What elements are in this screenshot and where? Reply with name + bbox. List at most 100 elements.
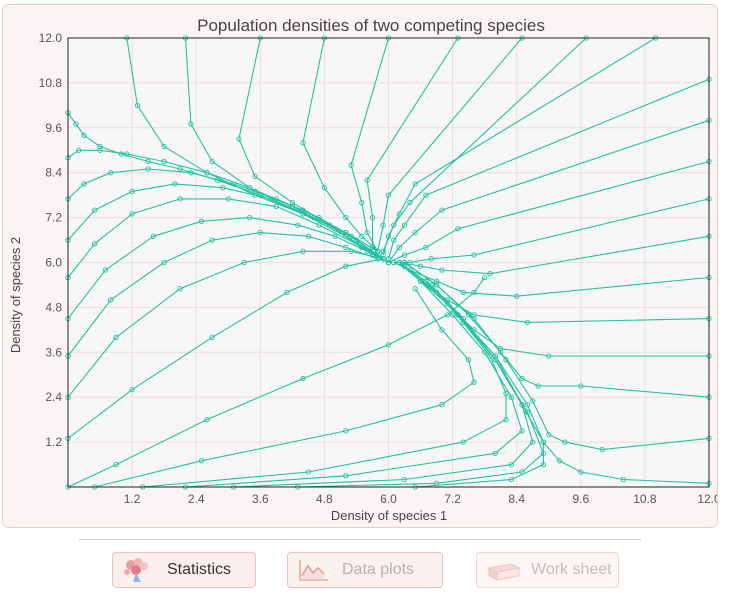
trajectory-line — [350, 37, 390, 252]
trajectory-point — [97, 147, 103, 153]
trajectory-point — [364, 248, 370, 254]
x-tick-label: 12.0 — [697, 492, 717, 506]
trajectory-point — [556, 458, 563, 464]
y-axis-label: Density of species 2 — [8, 237, 23, 353]
y-tick-label: 12.0 — [39, 31, 63, 45]
trajectory-point — [385, 256, 392, 262]
work-sheet-button[interactable]: Work sheet — [476, 552, 619, 588]
trajectory-point — [423, 278, 429, 284]
trajectory-point — [246, 214, 253, 221]
trajectory-point — [375, 256, 381, 262]
trajectory-point — [343, 244, 349, 251]
trajectory-point — [380, 256, 386, 262]
trajectory-point — [364, 177, 370, 183]
x-tick-label: 6.0 — [380, 492, 397, 506]
trajectory-point — [364, 229, 370, 236]
trajectory-point — [465, 357, 472, 363]
trajectory-point — [482, 274, 488, 281]
trajectory-point — [252, 192, 258, 198]
trajectory-point — [385, 342, 392, 348]
trajectory-point — [113, 461, 119, 468]
trajectory-point — [535, 383, 541, 389]
trajectory-line — [388, 119, 710, 263]
x-tick-label: 1.2 — [124, 492, 141, 506]
trajectory-point — [113, 334, 119, 340]
trajectory-point — [108, 170, 114, 176]
trajectory-point — [289, 199, 296, 206]
x-tick-label: 4.8 — [316, 492, 333, 506]
y-tick-label: 7.2 — [45, 211, 62, 225]
trajectory-point — [519, 402, 525, 408]
trajectory-point — [508, 461, 515, 468]
trajectory-point — [498, 345, 504, 352]
y-tick-label: 1.2 — [45, 435, 62, 449]
data-plots-button[interactable]: Data plots — [287, 552, 443, 588]
trajectory-line — [67, 277, 486, 488]
trajectory-point — [439, 402, 445, 408]
trajectory-point — [540, 461, 547, 468]
trajectory-point — [343, 473, 349, 479]
trajectory-point — [433, 278, 440, 284]
trajectory-point — [343, 214, 349, 221]
trajectory-point — [241, 259, 247, 266]
trajectory-point — [562, 439, 568, 445]
trajectory-point — [343, 229, 349, 236]
trajectory-point — [417, 263, 424, 269]
trajectory-point — [295, 222, 301, 228]
trajectory-point — [348, 233, 354, 239]
trajectory-point — [423, 244, 429, 251]
trajectory-point — [300, 248, 306, 254]
x-tick-label: 8.4 — [508, 492, 525, 506]
trajectory-line — [415, 280, 544, 488]
statistics-label: Statistics — [167, 561, 232, 578]
trajectory-point — [316, 222, 322, 228]
trajectory-point — [471, 289, 477, 296]
trajectory-point — [284, 289, 290, 296]
trajectory-point — [134, 102, 141, 109]
trajectory-point — [385, 192, 392, 198]
trajectory-point — [236, 136, 242, 142]
trajectory-point — [188, 170, 194, 176]
trajectory-line — [387, 78, 710, 259]
trajectory-point — [92, 207, 98, 213]
trajectory-point — [300, 211, 306, 217]
trajectory-point — [145, 158, 151, 165]
trajectory-point — [73, 121, 79, 127]
trajectory-line — [67, 250, 384, 398]
y-tick-label: 2.4 — [45, 390, 62, 404]
trajectory-point — [391, 237, 397, 243]
y-tick-label: 10.8 — [39, 76, 63, 90]
x-axis-label: Density of species 1 — [331, 508, 447, 523]
y-tick-label: 8.4 — [45, 166, 62, 180]
y-tick-label: 9.6 — [45, 121, 62, 135]
line-chart-icon — [294, 556, 334, 584]
trajectory-line — [67, 258, 384, 439]
trajectory-point — [492, 450, 498, 456]
trajectory-point — [460, 289, 466, 296]
trajectory-point — [380, 222, 386, 228]
trajectory-point — [81, 181, 87, 187]
trajectory-point — [177, 286, 183, 292]
trajectory-point — [465, 312, 472, 318]
trajectory-point — [76, 147, 82, 153]
trajectory-point — [439, 267, 445, 273]
trajectory-line — [67, 217, 389, 319]
trajectory-point — [150, 233, 157, 239]
worksheet-icon — [483, 556, 523, 584]
trajectory-point — [129, 188, 135, 195]
trajectory-point — [492, 353, 498, 359]
trajectory-point — [498, 349, 504, 355]
trajectory-point — [252, 188, 258, 195]
trajectory-point — [300, 140, 306, 146]
trajectory-point — [407, 259, 413, 266]
trajectory-point — [305, 233, 312, 239]
statistics-button[interactable]: Statistics — [112, 552, 256, 588]
trajectory-line — [302, 37, 379, 252]
data-plots-label: Data plots — [342, 561, 415, 578]
trajectory-point — [209, 158, 215, 165]
trajectory-point — [401, 222, 408, 228]
trajectory-point — [209, 334, 215, 340]
trajectory-point — [439, 207, 445, 213]
trajectory-line — [67, 232, 378, 357]
trajectory-point — [220, 185, 226, 191]
